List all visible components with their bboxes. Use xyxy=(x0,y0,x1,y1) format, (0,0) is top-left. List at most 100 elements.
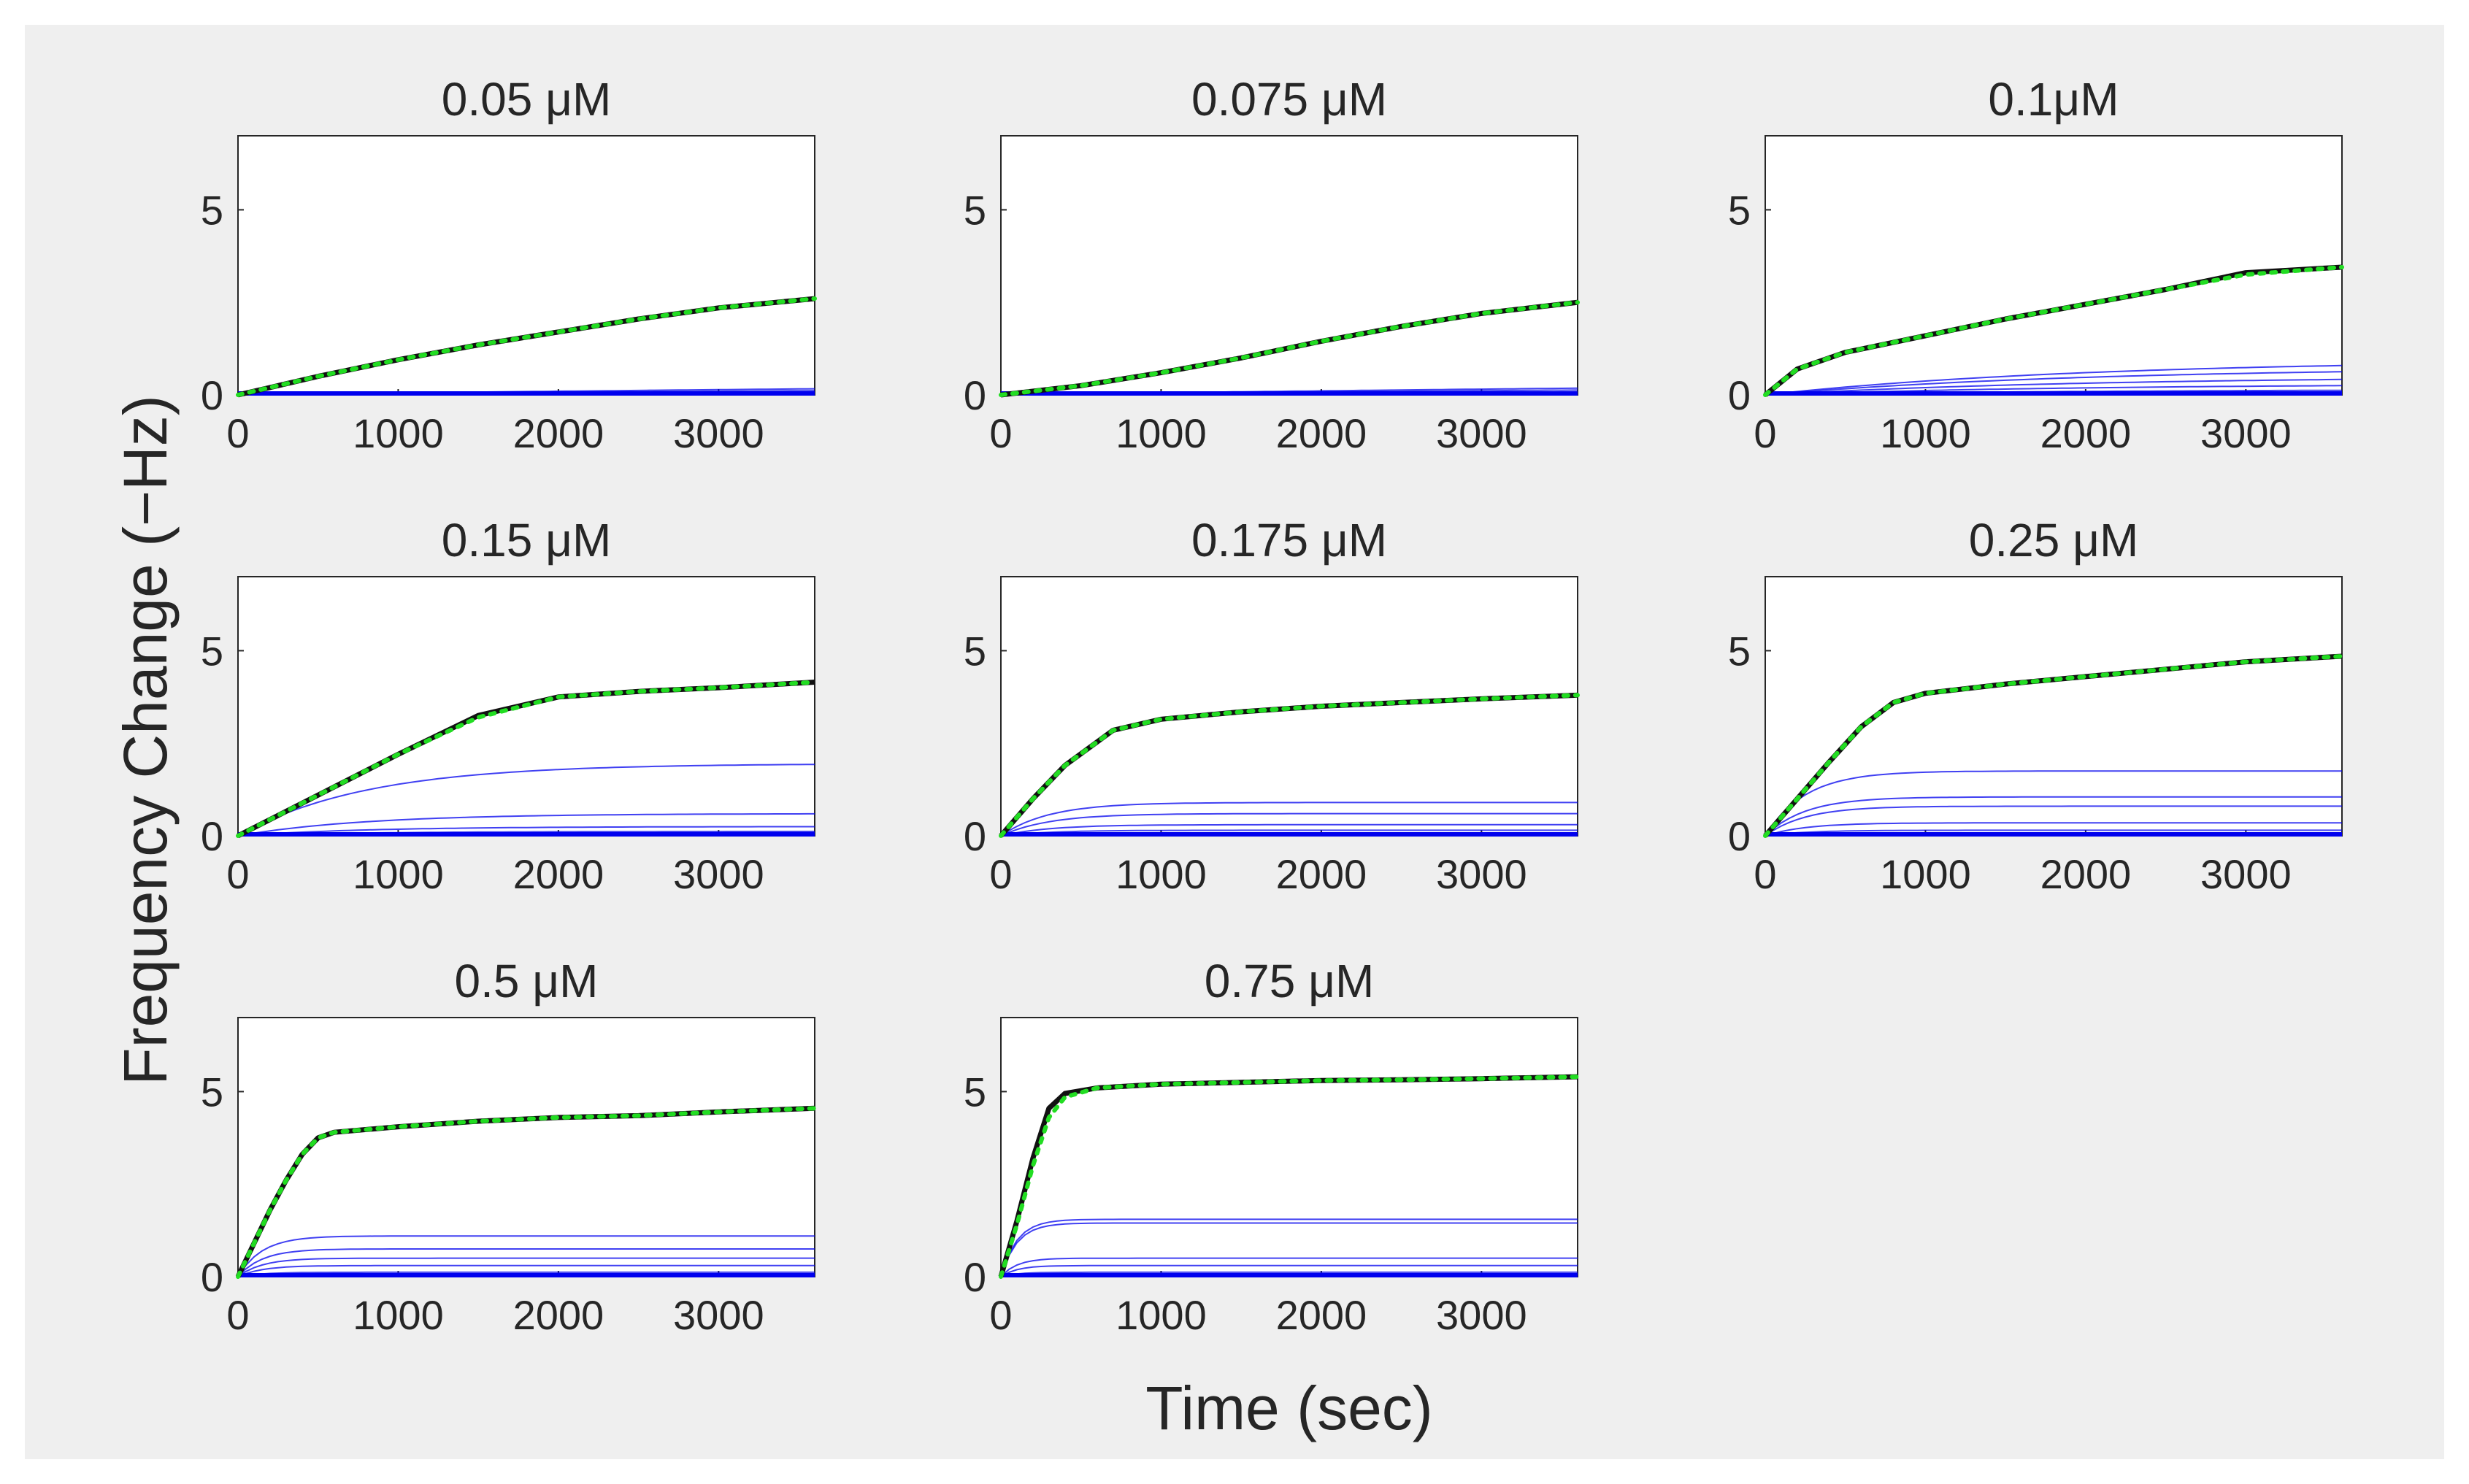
component-curve xyxy=(1765,371,2343,396)
component-curve xyxy=(1000,1222,1578,1277)
subplot-title: 0.25 μM xyxy=(1969,514,2139,566)
x-tick-label: 0 xyxy=(989,410,1012,456)
subplot-5: 0.175 μM 0 1000 2000 3000 0 5 xyxy=(964,514,1580,897)
fit-curve xyxy=(999,693,1580,838)
y-tick-label: 0 xyxy=(201,372,223,418)
component-curve xyxy=(237,764,815,837)
y-tick-label: 0 xyxy=(201,1254,223,1300)
subplot-title: 0.15 μM xyxy=(442,514,612,566)
y-tick-label: 0 xyxy=(964,813,986,859)
x-tick-label: 3000 xyxy=(2200,851,2292,897)
component-curve xyxy=(1765,770,2342,837)
subplot-title: 0.75 μM xyxy=(1205,955,1375,1007)
axes-frame xyxy=(237,1017,815,1277)
x-tick-label: 3000 xyxy=(673,851,764,897)
x-tick-label: 1000 xyxy=(1116,1292,1207,1338)
y-tick-label: 5 xyxy=(964,628,986,674)
component-curve xyxy=(237,1248,815,1277)
fit-curve xyxy=(1763,265,2344,397)
fit-curve xyxy=(999,1074,1580,1279)
component-curve xyxy=(1000,1271,1578,1277)
component-curve xyxy=(237,812,815,837)
x-tick-label: 2000 xyxy=(1276,1292,1367,1338)
x-tick-label: 2000 xyxy=(1276,410,1367,456)
x-tick-label: 1000 xyxy=(353,410,444,456)
component-curve xyxy=(1000,812,1578,837)
x-tick-label: 2000 xyxy=(513,410,604,456)
component-curve xyxy=(1765,829,2342,837)
subplot-title: 0.1μM xyxy=(1988,73,2119,126)
component-curve xyxy=(237,826,815,837)
subplot-3: 0.1μM 0 1000 2000 3000 0 5 xyxy=(1728,73,2344,456)
fit-curve xyxy=(1763,654,2344,838)
x-tick-label: 1000 xyxy=(1116,410,1207,456)
component-curve xyxy=(1765,805,2342,837)
x-tick-label: 0 xyxy=(989,1292,1012,1338)
component-curve xyxy=(1000,823,1578,837)
y-tick-label: 0 xyxy=(964,372,986,418)
x-tick-label: 1000 xyxy=(1116,851,1207,897)
subplot-4: 0.15 μM 0 1000 2000 3000 0 5 xyxy=(201,514,817,897)
x-tick-label: 2000 xyxy=(1276,851,1367,897)
subplot-title: 0.175 μM xyxy=(1191,514,1387,566)
component-curve xyxy=(1765,378,2343,396)
fit-curve xyxy=(999,300,1580,397)
component-curve xyxy=(1000,1218,1578,1277)
x-tick-label: 0 xyxy=(1754,410,1776,456)
y-tick-label: 5 xyxy=(964,187,986,233)
y-tick-label: 5 xyxy=(201,187,223,233)
subplot-2: 0.075 μM 0 1000 2000 3000 0 5 xyxy=(964,73,1580,456)
component-curve xyxy=(237,1271,815,1277)
axes-frame xyxy=(237,135,815,396)
component-curve xyxy=(1000,1257,1578,1277)
axes-frame xyxy=(1765,135,2343,396)
x-tick-label: 0 xyxy=(226,851,249,897)
y-tick-label: 5 xyxy=(1728,628,1751,674)
fit-curve xyxy=(236,680,817,838)
y-tick-label: 0 xyxy=(1728,372,1751,418)
x-tick-label: 3000 xyxy=(673,410,764,456)
x-tick-label: 0 xyxy=(226,1292,249,1338)
x-tick-label: 3000 xyxy=(1436,410,1527,456)
component-curve xyxy=(1000,801,1578,837)
figure-canvas: Frequency Change (−Hz) Time (sec) 0.05 μ… xyxy=(111,73,2344,1442)
x-tick-label: 3000 xyxy=(1436,1292,1527,1338)
x-axis-label: Time (sec) xyxy=(1145,1374,1433,1442)
component-curve xyxy=(1000,1264,1578,1277)
y-tick-label: 5 xyxy=(201,1069,223,1115)
x-tick-label: 0 xyxy=(226,410,249,456)
x-tick-label: 1000 xyxy=(353,851,444,897)
component-curve xyxy=(237,1264,815,1277)
y-tick-label: 5 xyxy=(964,1069,986,1115)
y-tick-label: 0 xyxy=(201,813,223,859)
component-curve xyxy=(237,1257,815,1277)
x-tick-label: 1000 xyxy=(1880,410,1971,456)
x-tick-label: 2000 xyxy=(513,851,604,897)
y-tick-label: 5 xyxy=(201,628,223,674)
x-tick-label: 2000 xyxy=(2040,851,2132,897)
x-tick-label: 3000 xyxy=(1436,851,1527,897)
component-curve xyxy=(1765,822,2342,837)
y-tick-label: 0 xyxy=(964,1254,986,1300)
fit-curve xyxy=(236,1106,817,1279)
axes-frame xyxy=(1000,1017,1578,1277)
component-curve xyxy=(1000,829,1578,837)
component-curve xyxy=(1765,364,2343,396)
component-curve xyxy=(237,1235,815,1277)
subplot-title: 0.05 μM xyxy=(442,73,612,126)
subplot-7: 0.5 μM 0 1000 2000 3000 0 5 xyxy=(201,955,817,1338)
y-axis-label: Frequency Change (−Hz) xyxy=(111,395,180,1085)
x-tick-label: 2000 xyxy=(513,1292,604,1338)
x-tick-label: 1000 xyxy=(353,1292,444,1338)
component-curve xyxy=(1765,796,2342,837)
subplot-title: 0.075 μM xyxy=(1191,73,1387,126)
axes-frame xyxy=(1765,576,2343,837)
x-tick-label: 0 xyxy=(1754,851,1776,897)
x-tick-label: 3000 xyxy=(673,1292,764,1338)
fit-curve xyxy=(236,296,817,397)
axes-frame xyxy=(1000,135,1578,396)
subplot-1: 0.05 μM 0 1000 2000 3000 0 5 xyxy=(201,73,817,456)
x-tick-label: 1000 xyxy=(1880,851,1971,897)
x-tick-label: 2000 xyxy=(2040,410,2132,456)
subplot-6: 0.25 μM 0 1000 2000 3000 0 5 xyxy=(1728,514,2344,897)
